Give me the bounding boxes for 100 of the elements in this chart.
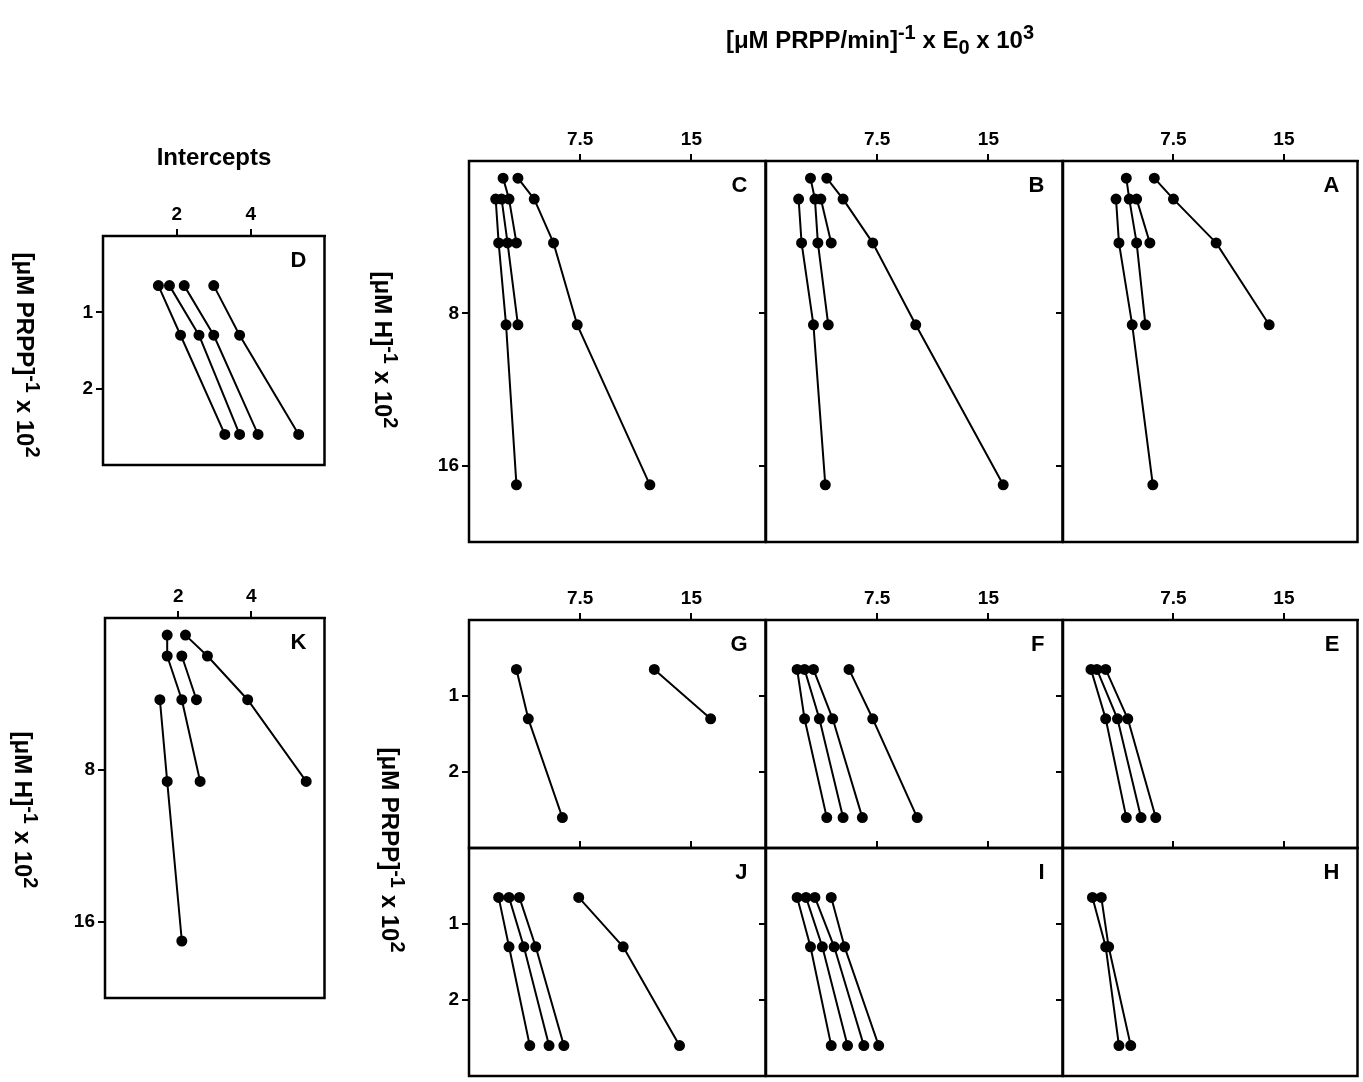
point: [252, 428, 264, 440]
x-tick-label: 15: [1273, 127, 1295, 149]
point: [518, 941, 530, 953]
point: [175, 329, 187, 341]
point: [510, 479, 522, 491]
y-tick-label: 2: [448, 760, 459, 782]
point: [543, 1040, 555, 1052]
point: [510, 663, 522, 675]
x-tick-label: 15: [1273, 586, 1295, 608]
point: [819, 479, 831, 491]
point: [997, 479, 1009, 491]
point: [193, 329, 205, 341]
x-tick-label: 15: [977, 586, 1000, 608]
point: [493, 891, 505, 903]
x-tick-label: 7.5: [566, 127, 594, 149]
y-tick-label: 1: [82, 300, 94, 322]
point: [234, 329, 246, 341]
point: [179, 629, 191, 641]
point: [512, 172, 524, 184]
point: [617, 941, 629, 953]
point: [176, 694, 188, 706]
point: [161, 650, 173, 662]
point: [201, 650, 213, 662]
point: [556, 812, 568, 824]
point: [530, 941, 542, 953]
point: [807, 319, 819, 331]
point: [571, 319, 583, 331]
text: F: [1031, 631, 1045, 657]
text: G: [730, 631, 748, 657]
point: [1144, 237, 1156, 249]
point: [524, 1040, 536, 1052]
point: [812, 237, 824, 249]
point: [1139, 319, 1151, 331]
x-tick-label: 7.5: [863, 586, 891, 608]
y-tick-label: 16: [73, 910, 95, 932]
point: [522, 713, 534, 725]
point: [1126, 319, 1138, 331]
point: [837, 193, 849, 205]
point: [573, 891, 585, 903]
point: [793, 193, 805, 205]
point: [1113, 237, 1125, 249]
point: [804, 172, 816, 184]
x-tick-label: 15: [977, 127, 1000, 149]
point: [176, 935, 188, 947]
y-tick-label: 1: [448, 684, 460, 706]
x-axis-title: [μM PRPP/min]$^{-1}$ x E$_{0}$ x 10$^{3}$: [725, 21, 1035, 59]
point: [1147, 479, 1159, 491]
point: [500, 319, 512, 331]
point: [208, 280, 220, 292]
point: [1120, 172, 1132, 184]
point: [503, 891, 515, 903]
x-tick-label: 2: [172, 584, 184, 606]
text: K: [290, 629, 307, 655]
y-tick-label: 8: [448, 301, 459, 323]
point: [190, 694, 202, 706]
point: [300, 775, 312, 787]
y-tick-label: 16: [437, 454, 459, 476]
x-axis-title: Intercepts: [156, 143, 272, 171]
point: [176, 650, 188, 662]
point: [152, 280, 164, 292]
y-tick-label: 2: [448, 988, 459, 1010]
text: A: [1323, 172, 1340, 198]
point: [528, 193, 540, 205]
text: I: [1038, 859, 1045, 885]
text: E: [1324, 631, 1340, 657]
point: [242, 694, 254, 706]
point: [194, 775, 206, 787]
point: [161, 775, 173, 787]
x-tick-label: 4: [246, 584, 258, 606]
point: [513, 891, 525, 903]
text: H: [1323, 859, 1340, 885]
text: J: [735, 859, 748, 885]
point: [548, 237, 559, 249]
point: [234, 428, 246, 440]
point: [1148, 172, 1160, 184]
x-tick-label: 7.5: [1160, 586, 1188, 608]
point: [648, 663, 660, 675]
point: [910, 319, 922, 331]
y-tick-label: 8: [84, 758, 95, 780]
point: [1131, 237, 1143, 249]
point: [154, 694, 166, 706]
x-tick-label: 7.5: [863, 127, 891, 149]
x-tick-label: 15: [680, 127, 703, 149]
point: [821, 172, 833, 184]
text: B: [1028, 172, 1045, 198]
x-tick-label: 7.5: [1160, 127, 1188, 149]
text: D: [290, 247, 307, 273]
point: [1263, 319, 1275, 331]
point: [161, 629, 173, 641]
point: [497, 172, 509, 184]
point: [867, 237, 879, 249]
point: [219, 428, 231, 440]
point: [705, 713, 717, 725]
point: [796, 237, 808, 249]
point: [822, 319, 834, 331]
point: [178, 280, 190, 292]
point: [512, 319, 524, 331]
point: [503, 941, 515, 953]
point: [1210, 237, 1222, 249]
point: [163, 280, 175, 292]
